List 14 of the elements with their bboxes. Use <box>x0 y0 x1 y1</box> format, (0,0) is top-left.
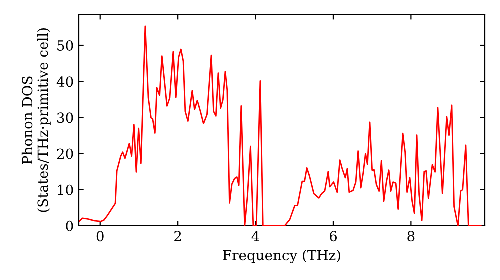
y-axis-title: Phonon DOS (States/THz·primitive cell) <box>22 28 51 212</box>
y-tick-label: 30 <box>58 112 74 124</box>
y-tick-label: 20 <box>57 148 74 160</box>
x-tick-label: 0 <box>96 231 104 242</box>
y-tick-label: 10 <box>58 184 74 196</box>
y-tick-label: 0 <box>66 220 74 232</box>
x-axis-title: Frequency (THz) <box>223 250 340 264</box>
x-tick-label: 8 <box>408 231 415 242</box>
line-series <box>79 26 482 226</box>
x-tick-label: 4 <box>252 231 260 242</box>
x-tick-label: 2 <box>174 231 182 242</box>
x-tick-label: 6 <box>330 231 338 242</box>
y-tick-label: 50 <box>58 40 74 51</box>
y-tick-label: 40 <box>56 76 74 88</box>
